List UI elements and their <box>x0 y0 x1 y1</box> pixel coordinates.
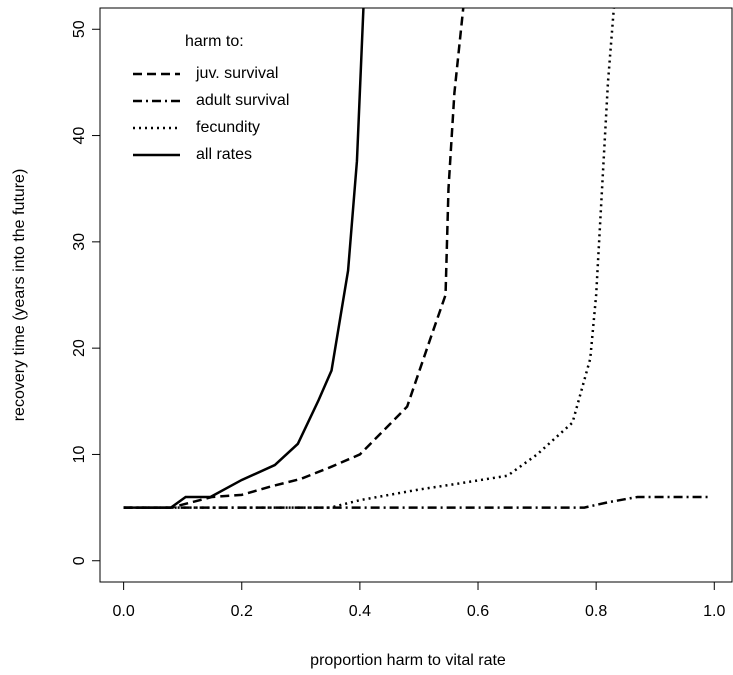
y-tick-label: 40 <box>71 127 88 145</box>
y-tick-label: 50 <box>71 20 88 38</box>
plot-frame <box>99 7 733 583</box>
x-tick-label: 1.0 <box>703 603 725 620</box>
x-tick-label: 0.0 <box>113 603 135 620</box>
y-tick-label: 0 <box>71 556 88 565</box>
legend-label: adult survival <box>196 92 289 109</box>
y-tick-label: 30 <box>71 233 88 251</box>
x-axis-label: proportion harm to vital rate <box>310 652 506 669</box>
x-tick-label: 0.4 <box>349 603 371 620</box>
y-tick-label: 20 <box>71 339 88 357</box>
series-line <box>123 8 465 509</box>
x-tick-label: 0.8 <box>585 603 607 620</box>
y-axis-label: recovery time (years into the future) <box>11 169 28 422</box>
legend-title: harm to: <box>185 33 244 50</box>
x-tick-label: 0.6 <box>467 603 489 620</box>
series-line <box>123 495 709 509</box>
legend-label: fecundity <box>196 119 260 136</box>
legend-label: juv. survival <box>195 65 278 82</box>
y-tick-label: 10 <box>71 445 88 463</box>
x-tick-label: 0.2 <box>231 603 253 620</box>
legend-label: all rates <box>196 146 252 163</box>
series-line <box>123 8 616 509</box>
series-line <box>123 8 365 509</box>
